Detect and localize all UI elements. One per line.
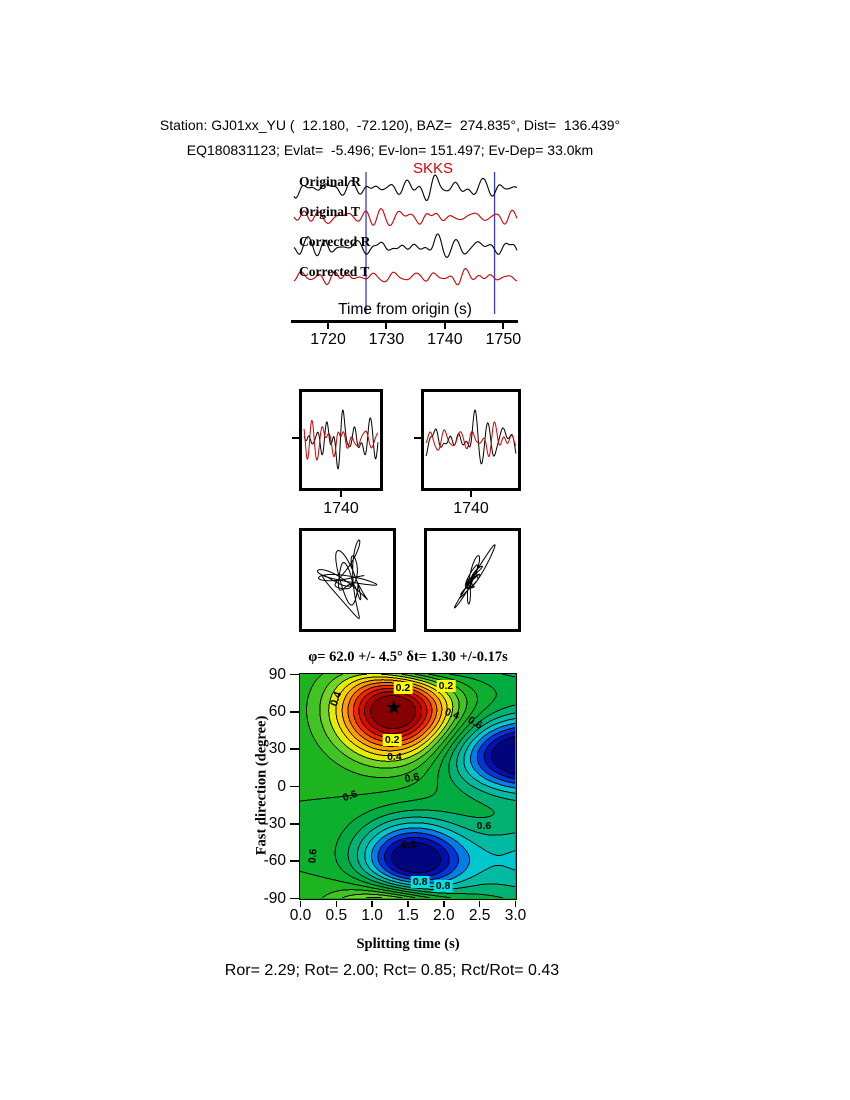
contour-annotation: 0.2 [382, 734, 402, 747]
trace-label-corrected-r: Corrected R [299, 234, 371, 249]
splitting-time-tick-mark [514, 901, 517, 907]
fast-direction-tick-label: 0 [277, 777, 286, 795]
fast-direction-tick-mark [290, 673, 299, 676]
fast-direction-tick-mark [290, 823, 299, 825]
fast-direction-tick-mark [290, 748, 299, 750]
splitting-time-tick-label: 1.0 [361, 907, 383, 924]
contour-annotation: 0.6 [404, 770, 421, 785]
misfit-surface-canvas [300, 674, 515, 898]
fast-direction-tick-label: 90 [268, 665, 286, 683]
splitting-time-tick-mark [299, 901, 302, 907]
contour-annotation: 0.8 [401, 838, 417, 851]
zoom-tick-mark [470, 491, 472, 497]
contour-annotation: 0.4 [387, 750, 402, 763]
fast-direction-tick-label: 60 [268, 702, 286, 720]
windowed-waveform-box-left [299, 389, 383, 491]
time-axis-label: Time from origin (s) [338, 301, 472, 318]
trace-label-original-t: Original T [299, 204, 360, 219]
event-title: EQ180831123; Evlat= -5.496; Ev-lon= 151.… [186, 142, 594, 158]
windowed-waveform-box-right [421, 389, 521, 491]
time-tick-label: 1720 [310, 331, 346, 348]
contour-annotation: 0.8 [433, 880, 453, 893]
time-tick-mark [327, 323, 330, 329]
splitting-time-tick-mark [478, 901, 481, 907]
particle-motion-canvas-original [302, 531, 393, 629]
fast-direction-tick-mark [290, 860, 299, 862]
time-tick-label: 1740 [427, 331, 463, 348]
splitting-time-tick-label: 0.0 [289, 907, 312, 924]
time-tick-mark [443, 323, 446, 329]
station-title: Station: GJ01xx_YU ( 12.180, -72.120), B… [159, 117, 621, 133]
time-tick-mark [385, 323, 388, 329]
windowed-waveform-canvas-right [424, 392, 518, 488]
contour-annotation: 0.2 [393, 682, 413, 695]
splitting-time-tick-label: 2.5 [468, 907, 491, 924]
time-tick-mark [502, 323, 505, 329]
seismogram-canvas [293, 170, 518, 318]
fast-direction-tick-mark [290, 897, 299, 900]
contour-annotation: 0.6 [476, 820, 492, 833]
misfit-surface-frame [299, 673, 517, 900]
particle-motion-canvas-corrected [427, 531, 518, 629]
particle-motion-box-corrected [424, 528, 521, 632]
splitting-time-tick-mark [335, 901, 338, 907]
particle-motion-box-original [299, 528, 396, 632]
splitting-time-tick-mark [443, 901, 445, 907]
quality-ratios-text: Ror= 2.29; Rot= 2.00; Rct= 0.85; Rct/Rot… [224, 962, 560, 979]
contour-annotation: 0.6 [306, 848, 321, 864]
splitting-time-tick-mark [371, 901, 373, 907]
fast-direction-tick-label: -90 [263, 889, 286, 907]
splitting-time-tick-label: 1.5 [397, 907, 419, 924]
splitting-time-tick-label: 0.5 [325, 907, 348, 924]
best-fit-star-icon: ★ [384, 697, 403, 720]
fast-direction-tick-mark [290, 785, 299, 788]
time-tick-label: 1750 [485, 331, 522, 348]
splitting-time-tick-label: 3.0 [504, 907, 527, 924]
contour-annotation: 0.8 [410, 876, 430, 889]
fast-direction-tick-label: -30 [263, 814, 286, 832]
windowed-waveform-canvas-left [302, 392, 380, 488]
splitting-time-tick-label: 2.0 [433, 907, 455, 924]
zoom-side-tick-mark [414, 437, 421, 439]
fast-direction-tick-mark [290, 711, 299, 713]
zoom-tick-label: 1740 [453, 500, 489, 517]
zoom-tick-label: 1740 [323, 500, 359, 517]
fast-direction-tick-label: -60 [263, 852, 286, 870]
splitting-time-tick-mark [407, 901, 409, 907]
trace-label-corrected-t: Corrected T [299, 264, 370, 279]
time-axis-line [291, 320, 518, 323]
trace-label-original-r: Original R [299, 174, 361, 189]
zoom-tick-mark [340, 491, 342, 497]
fast-direction-tick-label: 30 [268, 740, 286, 758]
splitting-time-axis-label: Splitting time (s) [356, 936, 460, 952]
zoom-side-tick-mark [292, 437, 299, 439]
contour-annotation: 0.2 [436, 679, 456, 692]
misfit-surface-title: φ= 62.0 +/- 4.5° δt= 1.30 +/-0.17s [308, 649, 508, 665]
time-tick-label: 1730 [368, 331, 405, 348]
